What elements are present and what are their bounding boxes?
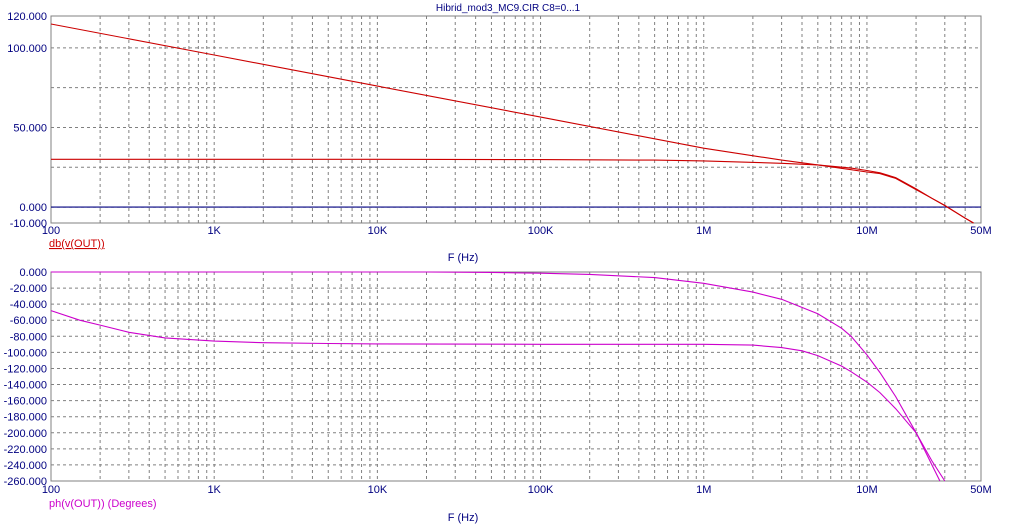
phase-x-tick-label: 10M (856, 484, 877, 496)
phase-series-line-1 (50, 310, 946, 482)
phase-x-tick-label: 1M (696, 484, 711, 496)
phase-y-tick-label: -240.000 (4, 460, 47, 472)
gain-y-tick-label: 120.000 (7, 11, 47, 23)
gain-x-tick-label: 1M (696, 225, 711, 237)
gain-x-tick-label: 100K (528, 225, 554, 237)
phase-y-tick-label: -140.000 (4, 380, 47, 392)
gain-plot-frame (50, 15, 982, 224)
phase-y-tick-label: -20.000 (10, 283, 47, 295)
phase-x-tick-label: 1K (207, 484, 221, 496)
gain-y-tick-label: 100.000 (7, 43, 47, 55)
phase-y-tick-label: 0.000 (19, 267, 47, 279)
gain-x-tick-label: 10K (368, 225, 388, 237)
phase-y-tick-label: -60.000 (10, 315, 47, 327)
phase-panel: 0.000 -20.000 -40.000 -60.000 -80.000 -100.00… (4, 267, 992, 524)
phase-y-tick-label: -40.000 (10, 299, 47, 311)
phase-y-tick-label: -180.000 (4, 412, 47, 424)
phase-x-tick-label: 100 (42, 484, 60, 496)
gain-y-tick-label: 0.000 (19, 202, 47, 214)
gain-y-tick-label: -10.000 (10, 218, 47, 230)
gain-y-tick-label: 50.000 (13, 122, 47, 134)
phase-y-tick-label: -80.000 (10, 331, 47, 343)
phase-y-tick-label: -200.000 (4, 428, 47, 440)
gain-vertical-grid (99, 16, 966, 223)
phase-x-tick-label: 50M (970, 484, 991, 496)
phase-x-axis-label: F (Hz) (448, 512, 479, 524)
phase-y-tick-label: -220.000 (4, 444, 47, 456)
gain-series-line-2 (51, 158, 974, 224)
gain-x-axis-label: F (Hz) (448, 252, 479, 264)
gain-x-tick-label: 10M (856, 225, 877, 237)
gain-x-tick-label: 100 (42, 225, 60, 237)
phase-plot-frame (50, 271, 982, 482)
phase-horizontal-grid (51, 287, 981, 466)
phase-vertical-grid (99, 272, 966, 481)
gain-x-tick-label: 1K (207, 225, 221, 237)
phase-y-tick-label: -160.000 (4, 396, 47, 408)
phase-y-tick-label: -120.000 (4, 363, 47, 375)
phase-y-tick-label: -100.000 (4, 347, 47, 359)
phase-x-tick-label: 100K (528, 484, 554, 496)
gain-trace-label: db(v(OUT)) (49, 238, 105, 250)
phase-series-line-2 (51, 271, 941, 482)
phase-trace-label: ph(v(OUT)) (Degrees) (49, 498, 157, 510)
chart-title: Hibrid_mod3_MC9.CIR C8=0...1 (436, 3, 581, 14)
gain-x-tick-label: 50M (970, 225, 991, 237)
phase-x-tick-label: 10K (368, 484, 388, 496)
phase-y-tick-label: -260.000 (4, 476, 47, 488)
